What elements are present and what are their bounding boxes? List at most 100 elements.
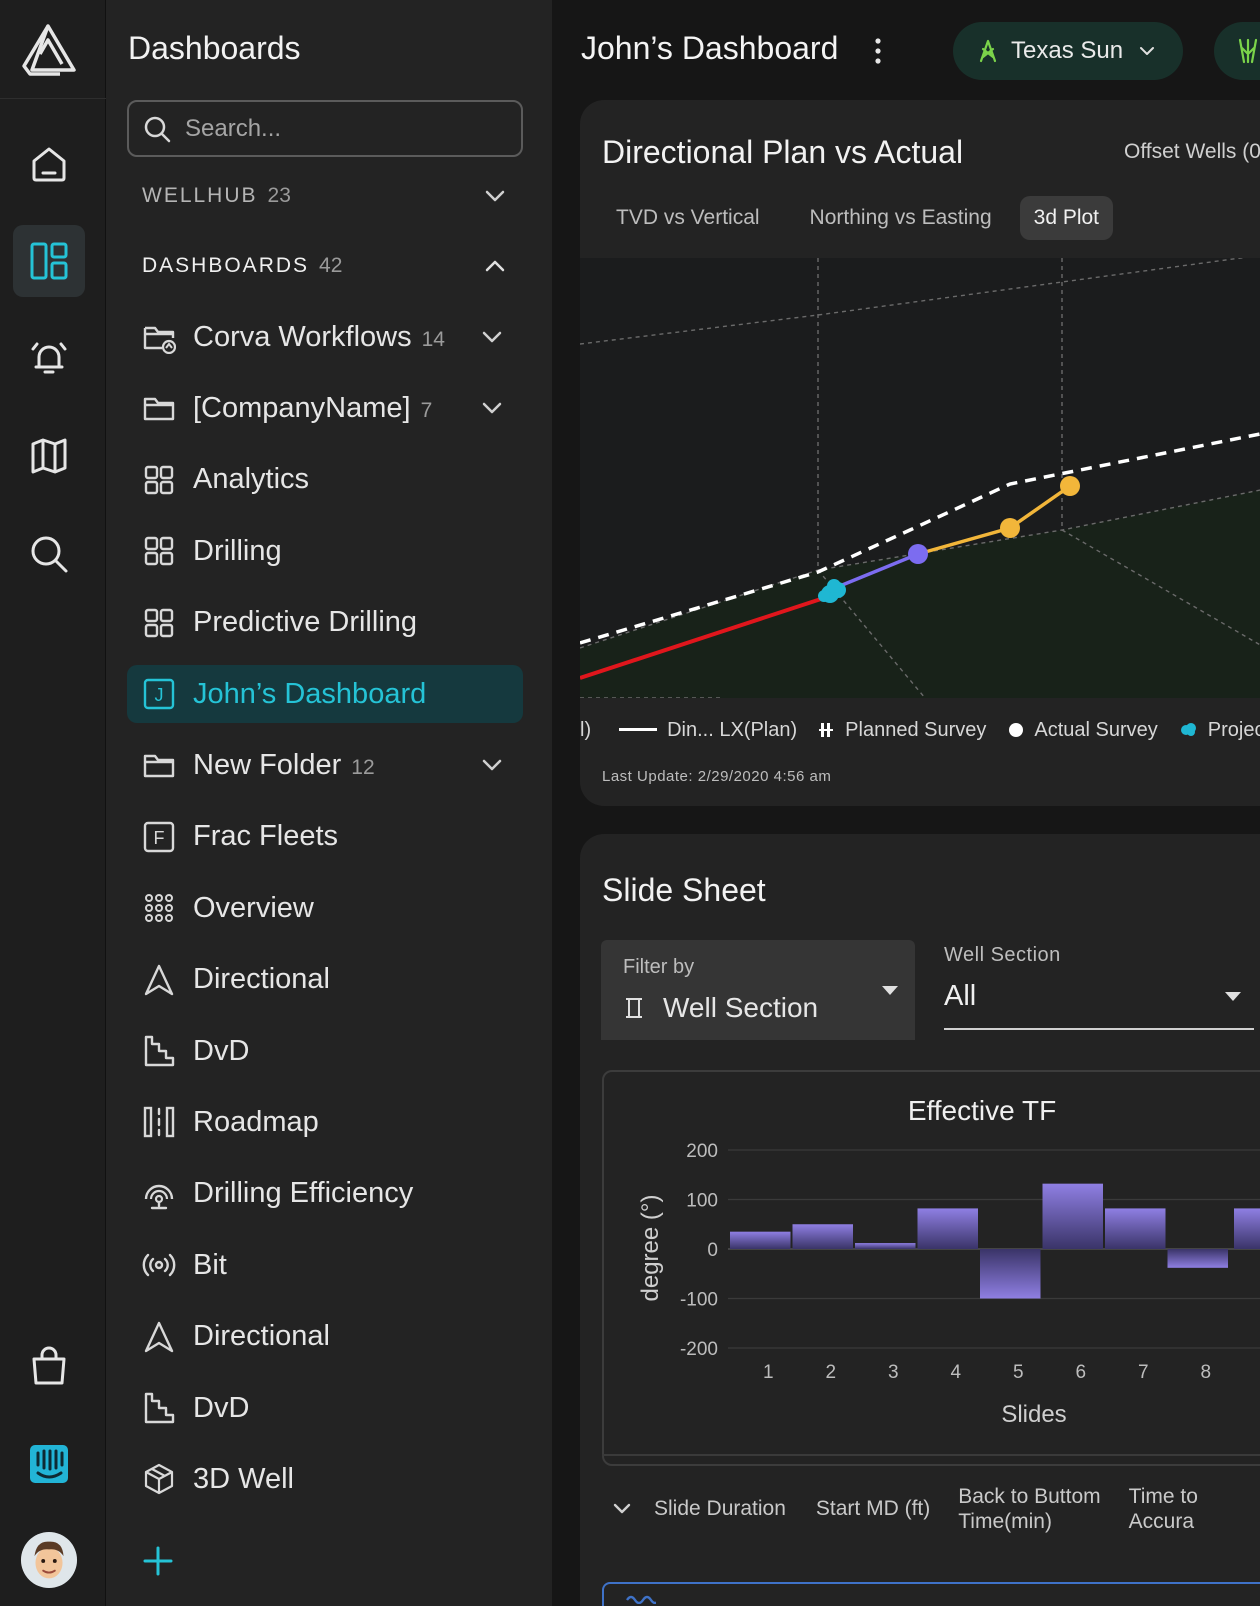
directional-plan-card: Directional Plan vs Actual Offset Wells … bbox=[580, 100, 1260, 806]
legend-item-projection[interactable]: Projec bbox=[1180, 719, 1260, 742]
broadcast-icon bbox=[141, 1247, 177, 1283]
column-header-slide-duration[interactable]: Slide Duration bbox=[654, 1497, 786, 1520]
dashboard-item-label: John’s Dashboard bbox=[193, 677, 427, 710]
dashboard-item[interactable]: DvD bbox=[127, 1022, 523, 1080]
grid-icon bbox=[141, 462, 177, 498]
chevron-down-icon[interactable] bbox=[482, 183, 508, 209]
bar-partial bbox=[1234, 1208, 1260, 1249]
dashboard-item[interactable]: Corva Workflows 14 bbox=[127, 308, 523, 366]
tab-northing-vs-easting[interactable]: Northing vs Easting bbox=[809, 206, 992, 229]
dashboard-item[interactable]: Bit bbox=[127, 1236, 523, 1294]
dashboard-layout-icon bbox=[30, 242, 68, 280]
chevron-down-icon[interactable] bbox=[479, 324, 505, 350]
dashboard-item[interactable]: Drilling Efficiency bbox=[127, 1165, 523, 1223]
dashboard-item-label: Corva Workflows bbox=[193, 320, 412, 353]
section-count: 23 bbox=[267, 184, 291, 207]
dashboard-item[interactable]: Drilling bbox=[127, 522, 523, 580]
dashboard-item[interactable]: DvD bbox=[127, 1379, 523, 1437]
table-row[interactable] bbox=[602, 1582, 1260, 1606]
map-nav-button[interactable] bbox=[13, 420, 85, 492]
column-header-time-to-accuracy[interactable]: Time to Accura bbox=[1128, 1485, 1198, 1533]
projection-cluster[interactable] bbox=[818, 579, 846, 603]
section-wellhub[interactable]: WELLHUB 23 bbox=[142, 180, 516, 212]
dashboard-item[interactable]: J John’s Dashboard bbox=[127, 665, 523, 723]
chevron-down-icon[interactable] bbox=[479, 395, 505, 421]
x-tick-label: 8 bbox=[1200, 1362, 1211, 1383]
legend-item-actual-survey[interactable]: Actual Survey bbox=[1008, 719, 1158, 742]
x-axis-label: Slides bbox=[1001, 1401, 1066, 1428]
svg-text:F: F bbox=[154, 828, 165, 848]
filter-by-select[interactable]: Filter by Well Section bbox=[601, 940, 915, 1040]
dashboard-item[interactable]: Predictive Drilling bbox=[127, 594, 523, 652]
chevron-down-icon[interactable] bbox=[612, 1502, 632, 1516]
card-title: Directional Plan vs Actual bbox=[602, 134, 964, 170]
add-dashboard-button[interactable] bbox=[142, 1545, 174, 1577]
dashboard-item-label: Predictive Drilling bbox=[193, 606, 418, 639]
filter-label: Filter by bbox=[623, 956, 695, 978]
survey-point[interactable] bbox=[908, 544, 928, 564]
corva-logo-icon[interactable] bbox=[18, 22, 78, 78]
legend-item[interactable]: l) bbox=[580, 718, 592, 741]
dashboard-item[interactable]: Analytics bbox=[127, 451, 523, 509]
rig-tower-icon bbox=[979, 39, 997, 63]
chevron-down-icon[interactable] bbox=[479, 752, 505, 778]
dashboard-item[interactable]: Directional bbox=[127, 951, 523, 1009]
dashboard-item[interactable]: Overview bbox=[127, 879, 523, 937]
effective-tf-chart: 200 100 0 -100 -200 1 2 3 4 5 6 7 8 Effective TF Slide… bbox=[602, 1070, 1260, 1466]
dashboard-item-label: Drilling bbox=[193, 534, 282, 567]
dashboard-item-label: Frac Fleets bbox=[193, 820, 339, 853]
chevron-down-icon bbox=[1140, 47, 1155, 55]
y-tick-label: 200 bbox=[686, 1141, 718, 1162]
home-icon bbox=[32, 147, 66, 182]
dashboard-item[interactable]: New Folder 12 bbox=[127, 736, 523, 794]
3d-well-plot[interactable] bbox=[580, 258, 1260, 698]
dashboard-item[interactable]: F Frac Fleets bbox=[127, 808, 523, 866]
offset-wells-label[interactable]: Offset Wells (0 bbox=[1124, 140, 1260, 163]
survey-point[interactable] bbox=[1060, 476, 1080, 496]
home-nav-button[interactable] bbox=[13, 128, 85, 200]
search-icon bbox=[31, 536, 68, 573]
effective-tf-svg[interactable]: 200 100 0 -100 -200 1 2 3 4 5 6 7 8 Effective TF Slide… bbox=[604, 1072, 1260, 1468]
table-divider bbox=[602, 1454, 1260, 1456]
search-nav-button[interactable] bbox=[13, 518, 85, 590]
well-section-select[interactable]: Well Section All bbox=[944, 944, 1254, 1030]
chevron-up-icon[interactable] bbox=[482, 253, 508, 279]
shopping-bag-icon bbox=[32, 1346, 66, 1385]
navigation-arrow-icon bbox=[141, 962, 177, 998]
search-input[interactable] bbox=[185, 114, 485, 143]
section-label: DASHBOARDS bbox=[142, 254, 310, 277]
dashboards-nav-button[interactable] bbox=[13, 225, 85, 297]
legend-item-plan[interactable]: Din... LX(Plan) bbox=[619, 719, 797, 742]
dashboard-item-label: New Folder bbox=[193, 748, 342, 781]
user-avatar[interactable] bbox=[13, 1524, 85, 1596]
rig-selector-chip[interactable]: Texas Sun bbox=[953, 22, 1183, 80]
section-dashboards[interactable]: DASHBOARDS 42 bbox=[142, 250, 516, 282]
dashboard-item[interactable]: Roadmap bbox=[127, 1093, 523, 1151]
dashboard-item-label: Drilling Efficiency bbox=[193, 1177, 414, 1210]
marketplace-nav-button[interactable] bbox=[13, 1330, 85, 1402]
intercom-chat-button[interactable] bbox=[13, 1428, 85, 1500]
alarm-icon bbox=[31, 342, 67, 374]
column-header-start-md[interactable]: Start MD (ft) bbox=[815, 1497, 931, 1520]
dashboard-item[interactable]: 3D Well bbox=[127, 1450, 523, 1508]
dashboard-item[interactable]: Directional bbox=[127, 1308, 523, 1366]
survey-point[interactable] bbox=[1000, 518, 1020, 538]
wave-icon bbox=[626, 1595, 656, 1604]
bar-slide-5 bbox=[980, 1249, 1041, 1299]
well-section-value: All bbox=[944, 980, 977, 1012]
dashboard-item[interactable]: [CompanyName] 7 bbox=[127, 379, 523, 437]
panel-title: Dashboards bbox=[128, 30, 301, 66]
actual-path-purple bbox=[829, 552, 919, 592]
tab-tvd-vs-vertical[interactable]: TVD vs Vertical bbox=[616, 206, 760, 229]
dashboard-item-label: Roadmap bbox=[193, 1105, 319, 1138]
well-selector-chip[interactable] bbox=[1214, 22, 1260, 80]
tab-3d-plot[interactable]: 3d Plot bbox=[1019, 196, 1114, 240]
legend-item-planned-survey[interactable]: Planned Survey bbox=[819, 719, 986, 742]
projection-icon bbox=[1180, 723, 1196, 736]
alerts-nav-button[interactable] bbox=[13, 322, 85, 394]
search-box[interactable] bbox=[127, 100, 523, 157]
column-header-back-to-bottom[interactable]: Back to Buttom Time(min) bbox=[958, 1485, 1101, 1533]
more-options-icon[interactable] bbox=[872, 36, 884, 66]
cube-icon bbox=[141, 1461, 177, 1497]
folder-icon bbox=[141, 390, 177, 426]
